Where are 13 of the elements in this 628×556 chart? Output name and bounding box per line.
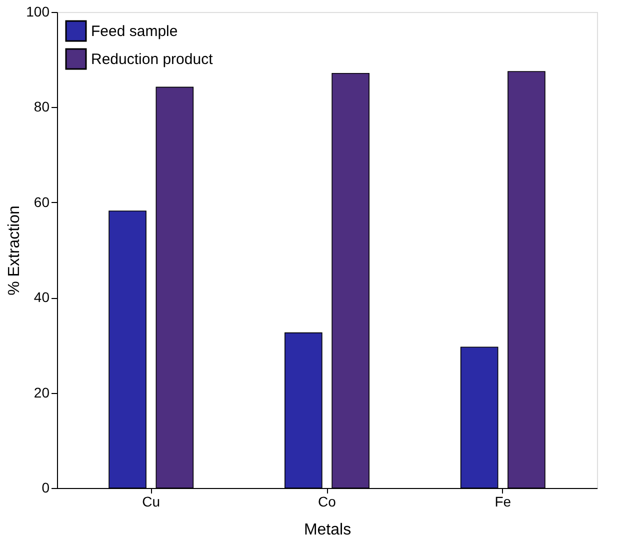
y-tick-label: 40 [34, 289, 50, 306]
x-tick-label: Fe [494, 494, 512, 510]
x-tick-label: Co [318, 494, 336, 510]
y-tick-label: 100 [26, 4, 50, 20]
x-axis-title: Metals [304, 522, 352, 538]
y-tick-label: 20 [34, 384, 50, 400]
x-tick-label: Cu [142, 494, 160, 510]
legend-label: Reduction product [91, 51, 214, 68]
y-tick-label: 60 [34, 194, 50, 210]
y-axis-title: % Extraction [6, 206, 24, 296]
legend-label: Feed sample [91, 23, 178, 40]
y-tick-label: 80 [34, 98, 50, 115]
y-tick-label: 0 [42, 480, 50, 496]
